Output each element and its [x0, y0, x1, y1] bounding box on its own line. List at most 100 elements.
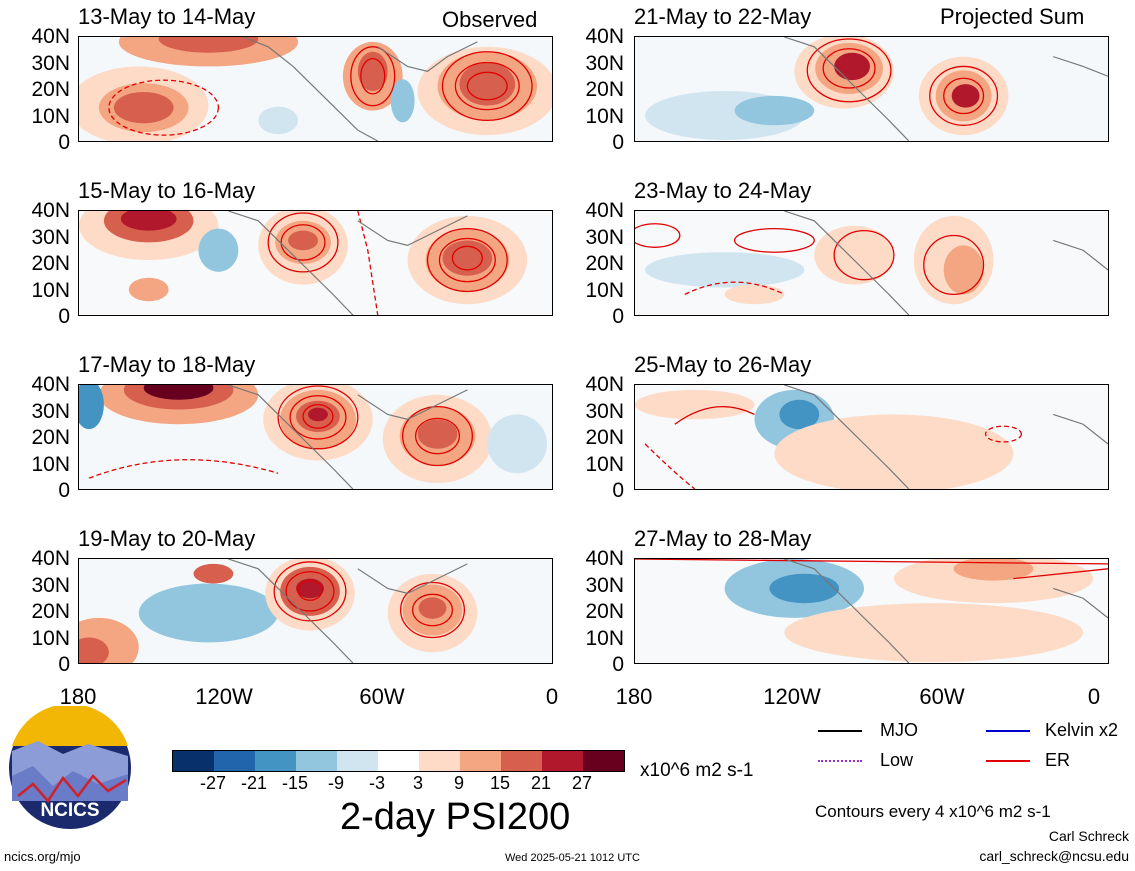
y-tick-label: 10N: [31, 452, 70, 476]
colorbar-label: 21: [530, 773, 552, 793]
panel-title-7: 25-May to 26-May: [634, 352, 812, 377]
y-tick-label: 10N: [585, 626, 624, 650]
y-tick-label: 30N: [585, 399, 624, 423]
y-tick-label: 40N: [31, 373, 70, 396]
colorbar-swatch: [214, 751, 255, 771]
y-tick-label: 20N: [585, 600, 624, 623]
y-tick-label: 40N: [585, 547, 624, 570]
y-tick-label: 40N: [585, 373, 624, 396]
contour-note: Contours every 4 x10^6 m2 s-1: [815, 802, 1051, 821]
author: Carl Schreck: [1048, 828, 1129, 844]
colorbar-swatch: [378, 751, 419, 771]
x-tick-60w-left: 60W: [359, 684, 405, 709]
y-tick-label: 40N: [31, 547, 70, 570]
y-tick-label: 10N: [31, 626, 70, 650]
map-panel-7: [634, 384, 1109, 490]
y-tick-label: 0: [58, 479, 70, 502]
legend-line-mjo: [818, 730, 862, 732]
y-tick-label: 10N: [31, 278, 70, 302]
colorbar-label: 3: [412, 773, 423, 793]
colorbar-swatch: [296, 751, 337, 771]
colorbar-label: -9: [327, 773, 344, 793]
y-tick-label: 40N: [585, 25, 624, 48]
y-tick-label: 30N: [31, 573, 70, 597]
map-panel-6: [634, 210, 1109, 316]
x-tick-0-left: 0: [545, 684, 559, 709]
y-tick-label: 40N: [31, 25, 70, 48]
x-tick-120w-left: 120W: [195, 684, 253, 709]
map-panel-5: [634, 36, 1109, 142]
colorbar-label: -15: [281, 773, 308, 793]
x-tick-180-left: 180: [59, 684, 97, 709]
x-tick-0-right: 0: [1087, 684, 1101, 709]
legend-label-er: ER: [1045, 750, 1071, 770]
panel-title-4: 19-May to 20-May: [78, 526, 256, 551]
map-panel-8: [634, 558, 1109, 664]
colorbar: [172, 750, 625, 772]
colorbar-label: -3: [368, 773, 385, 793]
y-tick-label: 20N: [585, 426, 624, 449]
y-tick-label: 0: [612, 479, 624, 502]
panel-title-2: 15-May to 16-May: [78, 178, 256, 203]
author-email[interactable]: carl_schreck@ncsu.edu: [979, 848, 1129, 864]
y-tick-label: 10N: [585, 278, 624, 302]
colorbar-swatch: [419, 751, 460, 771]
colorbar-label: 15: [489, 773, 511, 793]
y-tick-label: 10N: [585, 104, 624, 128]
panel-title-6: 23-May to 24-May: [634, 178, 812, 203]
x-tick-120w-right: 120W: [763, 684, 821, 709]
colorbar-swatch: [173, 751, 214, 771]
colorbar-swatch: [583, 751, 624, 771]
y-tick-label: 30N: [31, 399, 70, 423]
site-link[interactable]: ncics.org/mjo: [4, 849, 81, 864]
map-panel-3: [78, 384, 553, 490]
figure-title: 2-day PSI200: [340, 796, 571, 838]
y-tick-label: 30N: [585, 51, 624, 75]
y-tick-label: 20N: [585, 252, 624, 275]
colorbar-swatch: [337, 751, 378, 771]
y-tick-label: 0: [58, 305, 70, 328]
colorbar-swatch: [501, 751, 542, 771]
y-tick-label: 20N: [585, 78, 624, 101]
y-tick-label: 0: [58, 131, 70, 154]
x-tick-180-right: 180: [615, 684, 653, 709]
y-tick-label: 0: [612, 653, 624, 676]
panel-title-3: 17-May to 18-May: [78, 352, 256, 377]
map-panel-2: [78, 210, 553, 316]
panel-title-8: 27-May to 28-May: [634, 526, 812, 551]
y-tick-label: 30N: [31, 225, 70, 249]
legend-label-kelvin: Kelvin x2: [1045, 720, 1119, 740]
colorbar-units: x10^6 m2 s-1: [640, 760, 754, 781]
y-tick-label: 0: [612, 305, 624, 328]
colorbar-label: -21: [240, 773, 267, 793]
projected-header: Projected Sum: [940, 4, 1085, 29]
y-tick-label: 10N: [31, 104, 70, 128]
y-tick-label: 40N: [585, 199, 624, 222]
colorbar-label: 9: [453, 773, 464, 793]
colorbar-swatch: [255, 751, 296, 771]
colorbar-swatch: [460, 751, 501, 771]
colorbar-label: 27: [571, 773, 593, 793]
y-tick-label: 30N: [31, 51, 70, 75]
y-tick-label: 40N: [31, 199, 70, 222]
ncics-logo: NCICS: [9, 706, 131, 829]
panel-title-5: 21-May to 22-May: [634, 4, 812, 29]
legend-line-kelvin: [986, 730, 1030, 732]
panel-title-1: 13-May to 14-May: [78, 4, 256, 29]
y-tick-label: 30N: [585, 573, 624, 597]
y-tick-label: 0: [58, 653, 70, 676]
colorbar-label: -27: [199, 773, 226, 793]
observed-header: Observed: [442, 7, 538, 32]
x-tick-60w-right: 60W: [919, 684, 965, 709]
y-tick-label: 20N: [31, 600, 70, 623]
y-tick-label: 10N: [585, 452, 624, 476]
y-tick-label: 20N: [31, 426, 70, 449]
legend-label-low: Low: [880, 750, 914, 770]
map-panel-4: [78, 558, 553, 664]
logo-text: NCICS: [40, 800, 99, 821]
timestamp: Wed 2025-05-21 1012 UTC: [505, 852, 640, 864]
legend-label-mjo: MJO: [880, 720, 918, 740]
legend-line-low: [818, 760, 862, 762]
y-tick-label: 0: [612, 131, 624, 154]
y-tick-label: 20N: [31, 252, 70, 275]
